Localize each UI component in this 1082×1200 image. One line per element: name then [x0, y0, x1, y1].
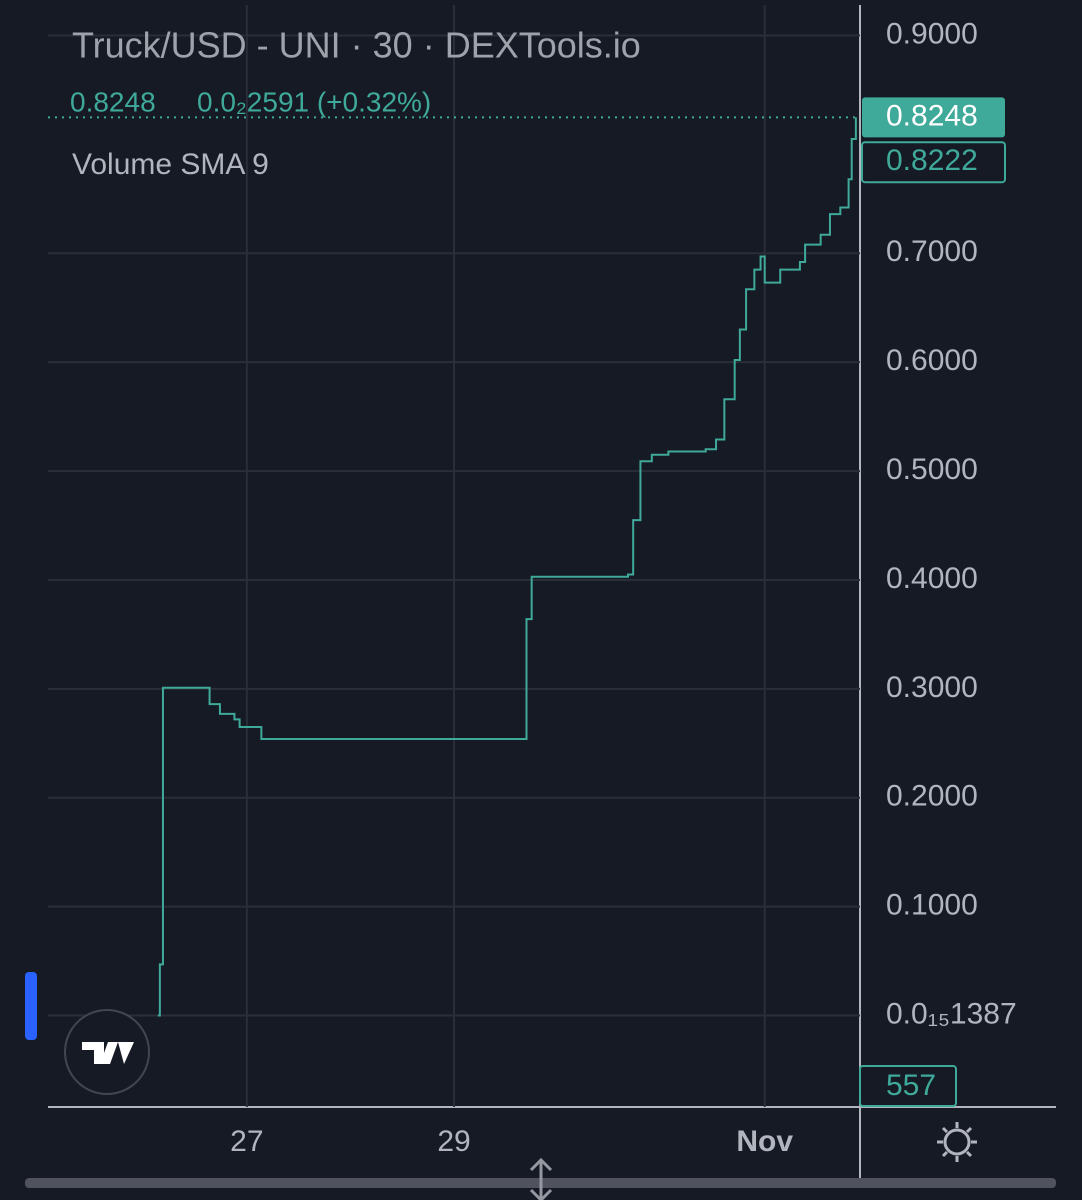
plot — [48, 116, 860, 1017]
prev-close-label: 0.8222 — [886, 144, 978, 177]
volume-label-box — [859, 1065, 957, 1107]
gear-teeth — [937, 1122, 977, 1162]
y-tick-label: 0.2000 — [886, 780, 978, 813]
settings-icon[interactable] — [937, 1122, 977, 1162]
y-tick-label: 0.5000 — [886, 453, 978, 486]
side-tab[interactable] — [25, 972, 37, 1040]
prev-close-box — [861, 141, 1006, 184]
x-tick-label: Nov — [736, 1125, 793, 1158]
last-price-box — [862, 97, 1005, 138]
y-tick-label: 0.4000 — [886, 562, 978, 595]
y-tick-label: 0.1000 — [886, 889, 978, 922]
last-price-label: 0.8248 — [886, 99, 978, 132]
x-tick-label: 29 — [437, 1125, 470, 1158]
legend-change: 0.0₂2591 (+0.32%) — [197, 86, 431, 117]
tv-logo[interactable] — [64, 1009, 150, 1095]
x-tick-label: 27 — [230, 1125, 263, 1158]
y-tick-label: 0.7000 — [886, 235, 978, 268]
indicator-label: Volume SMA 9 — [72, 148, 269, 181]
y-tick-label: 0.9000 — [886, 17, 978, 50]
y-tick-label: 0.6000 — [886, 344, 978, 377]
grid — [48, 5, 860, 1107]
resize-handle[interactable] — [529, 1157, 553, 1200]
logo-mark — [82, 1042, 134, 1064]
volume-label: 557 — [886, 1069, 936, 1102]
chart-title: Truck/USD - UNI · 30 · DEXTools.io — [72, 25, 641, 66]
y-tick-label: 0.0₁₅1387 — [886, 997, 1017, 1030]
gear[interactable] — [943, 1128, 971, 1156]
price-line — [157, 117, 857, 1017]
legend-price: 0.8248 — [70, 86, 156, 117]
y-tick-label: 0.3000 — [886, 671, 978, 704]
